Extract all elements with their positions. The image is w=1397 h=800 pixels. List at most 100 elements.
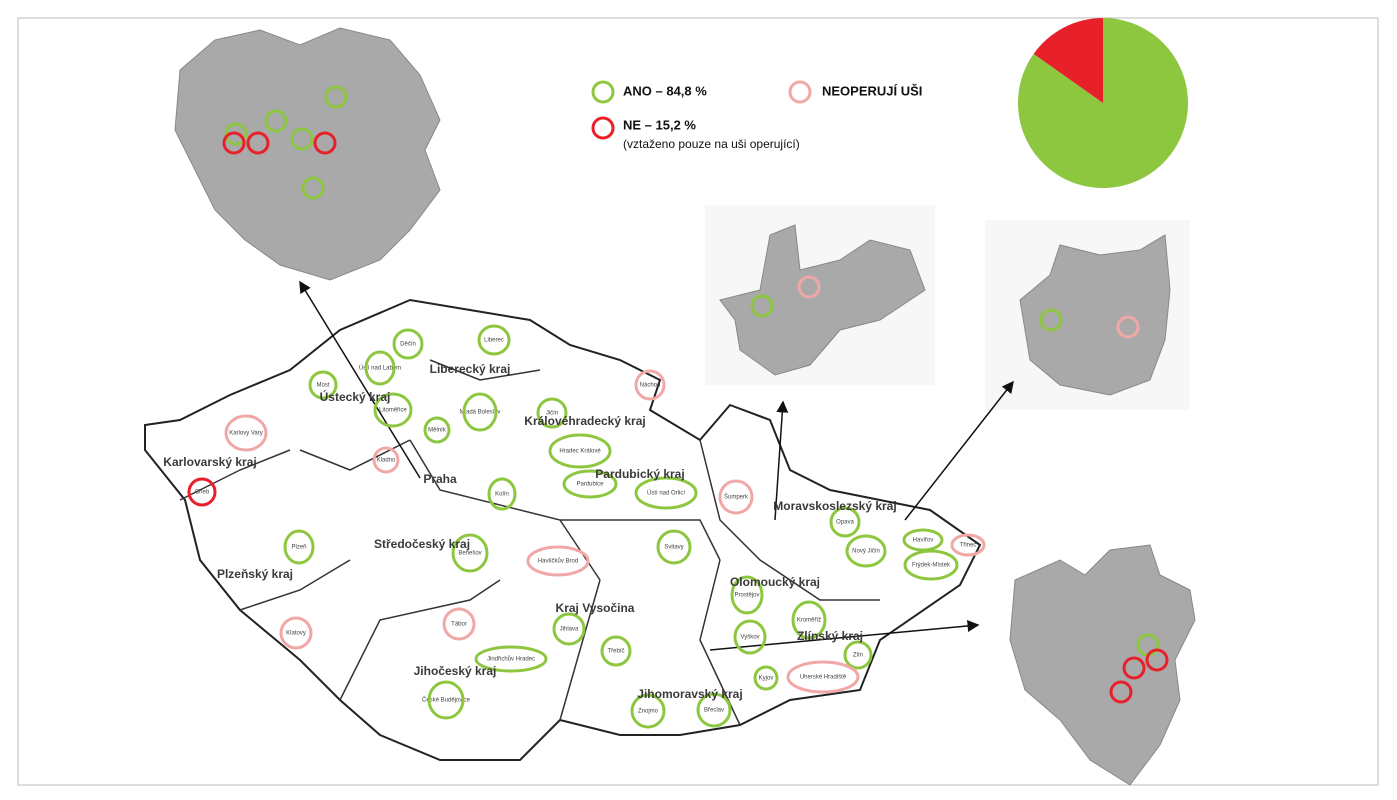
arrow: [774, 400, 789, 521]
region-label: Praha: [423, 472, 457, 486]
city-label: Tábor: [451, 622, 467, 628]
city-markers: Děčín Liberec Ústí nad Labem Most Litoměřice…: [187, 324, 986, 729]
legend-label: NE – 15,2 %: [623, 117, 696, 132]
region-label: Zlínský kraj: [797, 629, 863, 643]
city-label: Litoměřice: [379, 408, 407, 414]
city-marker: [791, 600, 827, 640]
city-label: Náchod: [640, 383, 661, 389]
region-label: Ústecký kraj: [320, 389, 391, 404]
region-label: Jihomoravský kraj: [637, 687, 742, 701]
olomouc-inset: [719, 224, 926, 376]
city-label: Benešov: [458, 551, 481, 557]
city-label: Most: [316, 383, 329, 389]
city-marker: [451, 533, 489, 573]
ostrava-inset: [1019, 234, 1171, 396]
legend-swatch: [591, 116, 615, 140]
city-marker: [536, 397, 568, 429]
arrow: [904, 380, 1014, 521]
city-marker: [829, 506, 861, 538]
city-label: Liberec: [484, 338, 504, 344]
region-label: Královéhradecký kraj: [524, 414, 645, 428]
arrow: [709, 620, 980, 651]
city-marker: [630, 693, 666, 729]
city-label: Kladno: [377, 458, 396, 464]
city-label: Znojmo: [638, 709, 659, 715]
city-marker: [902, 528, 944, 552]
city-label: Hradec Králové: [559, 449, 601, 455]
city-marker: [279, 616, 313, 650]
city-label: Šumperk: [724, 494, 749, 501]
city-label: Jihlava: [560, 627, 579, 633]
city-label: Klatovy: [286, 631, 306, 637]
city-marker: [903, 549, 959, 581]
region-label: Jihočeský kraj: [414, 664, 497, 678]
city-marker: [656, 529, 692, 565]
city-label: Ústí nad Labem: [359, 365, 401, 372]
region-label: Pardubický kraj: [595, 467, 684, 481]
city-label: Vyškov: [740, 635, 759, 641]
inset-markers: [222, 85, 1169, 704]
city-marker: [786, 660, 860, 694]
region-label: Kraj Vysočina: [556, 601, 635, 615]
city-label: Frýdek-Místek: [912, 563, 951, 569]
city-marker: [187, 477, 217, 507]
city-marker: [373, 392, 413, 428]
region-label: Olomoucký kraj: [730, 575, 820, 589]
city-marker: [283, 529, 315, 565]
city-label: Ústí nad Orlicí: [647, 490, 685, 497]
city-marker: [733, 619, 767, 655]
city-marker: [364, 350, 396, 386]
city-marker: [600, 635, 632, 667]
city-marker: [308, 370, 338, 400]
legend-swatch: [788, 80, 812, 104]
city-label: Kolín: [495, 492, 509, 498]
city-label: Havlíčkův Brod: [538, 558, 578, 565]
city-label: Třebíč: [607, 649, 624, 655]
city-marker: [487, 477, 517, 511]
city-label: Svitavy: [664, 545, 683, 551]
city-marker: [843, 640, 873, 670]
city-label: Pardubice: [576, 482, 604, 488]
legend-swatch: [591, 80, 615, 104]
city-label: Kyjov: [759, 676, 774, 682]
arrows: [299, 280, 1014, 651]
city-label: Nový Jičín: [852, 549, 880, 555]
city-label: Třinec: [960, 543, 977, 549]
region-label: Liberecký kraj: [430, 362, 511, 376]
city-marker: [562, 469, 618, 499]
city-marker: [552, 612, 586, 646]
region-label: Karlovarský kraj: [163, 455, 256, 469]
city-marker: [634, 369, 666, 401]
region-labels: Liberecký kraj Ústecký kraj Karlovarský kr…: [163, 362, 896, 701]
city-label: Zlín: [853, 653, 863, 659]
city-label: České Budějovice: [422, 697, 471, 704]
city-label: Mladá Boleslav: [460, 410, 501, 416]
region-label: Plzeňský kraj: [217, 567, 293, 581]
city-label: Havířov: [913, 538, 934, 544]
praha-inset: [174, 27, 441, 281]
legend-label: ANO – 84,8 %: [623, 83, 707, 98]
pie-slice: [1033, 18, 1103, 103]
city-label: Uherské Hradiště: [800, 675, 847, 681]
pie-chart: [1018, 18, 1188, 189]
city-marker: [372, 446, 400, 474]
city-label: Cheb: [195, 490, 210, 496]
city-label: Karlovy Vary: [229, 431, 263, 437]
arrow: [299, 280, 421, 479]
city-marker: [474, 645, 548, 673]
city-label: Děčín: [400, 342, 416, 348]
legend-note: (vztaženo pouze na uši operující): [623, 137, 800, 151]
city-marker: [427, 680, 465, 720]
region-label: Středočeský kraj: [374, 537, 470, 551]
city-marker: [526, 545, 590, 577]
city-marker: [224, 414, 268, 452]
city-marker: [423, 416, 451, 444]
city-label: Břeclav: [704, 708, 724, 714]
pie-slice: [1018, 18, 1188, 189]
city-marker: [548, 433, 612, 469]
city-label: Jindřichův Hradec: [487, 656, 535, 663]
city-marker: [634, 476, 698, 510]
city-marker: [753, 665, 779, 691]
city-marker: [696, 692, 732, 728]
